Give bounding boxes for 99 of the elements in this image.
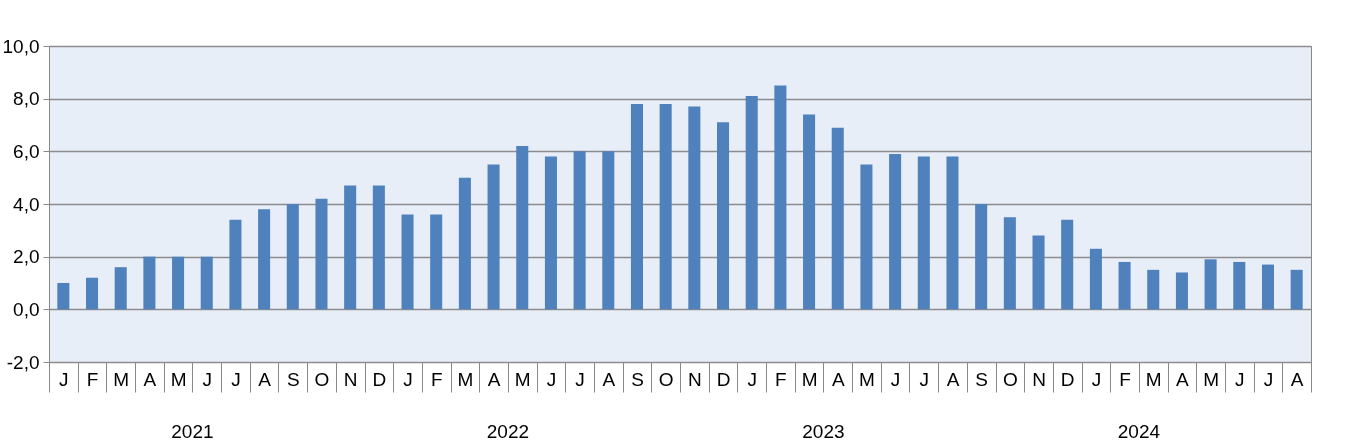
bar (659, 103, 672, 310)
bar (573, 151, 586, 310)
x-tick-label: D (372, 368, 387, 390)
text: 2023 (802, 421, 845, 441)
x-tick-label: S (631, 368, 644, 390)
x-tick-label: M (859, 368, 875, 390)
x-tick-label: M (801, 368, 818, 390)
bar (344, 185, 357, 310)
x-tick-label: A (946, 368, 960, 390)
bar (200, 256, 213, 310)
x-tick-label: M (514, 368, 531, 390)
bar (1290, 269, 1303, 310)
x-tick-label: S (975, 368, 988, 390)
bar (57, 283, 70, 310)
bar (401, 214, 414, 310)
x-tick-label: A (258, 368, 272, 390)
bar (114, 267, 127, 310)
x-tick-label: O (1002, 368, 1018, 390)
x-tick-label: J (919, 368, 930, 390)
x-tick-label: J (546, 368, 557, 390)
x-tick-label: A (831, 368, 845, 390)
bar (889, 153, 902, 310)
bar (630, 103, 643, 310)
bar (975, 204, 988, 310)
bar (315, 198, 328, 310)
bar (688, 106, 701, 310)
bar (803, 114, 816, 310)
x-tick-label: M (1145, 368, 1162, 390)
bar (1003, 217, 1016, 310)
bar (1175, 272, 1188, 310)
bar (917, 156, 930, 310)
bar (458, 177, 471, 310)
x-tick-label: J (59, 368, 69, 390)
x-tick-label: M (170, 368, 187, 390)
bar (1204, 259, 1217, 310)
x-tick-label: J (231, 368, 241, 390)
x-tick-label: S (286, 368, 300, 390)
bar (745, 96, 758, 310)
text: 2024 (1117, 421, 1161, 441)
x-tick-label: F (775, 368, 787, 390)
x-tick-label: J (1263, 368, 1274, 390)
x-tick-label: A (602, 368, 616, 390)
x-tick-label: M (113, 368, 130, 390)
x-tick-label: N (1032, 368, 1046, 390)
bar (602, 151, 615, 310)
x-tick-label: J (202, 368, 212, 390)
bar (172, 256, 185, 310)
x-tick-label: D (1060, 368, 1075, 390)
bar (1089, 248, 1102, 310)
bar (544, 156, 557, 310)
bar (717, 122, 730, 310)
x-tick-label: D (716, 368, 731, 390)
x-tick-label: N (687, 368, 702, 390)
bar (1118, 261, 1131, 310)
y-tick-label: 6,0 (13, 140, 40, 162)
bar (774, 85, 787, 310)
y-tick-label: 2,0 (13, 246, 40, 268)
bar (487, 164, 500, 310)
y-tick-label: 8,0 (13, 88, 40, 110)
x-tick-label: J (890, 368, 901, 390)
bar (1261, 264, 1274, 310)
x-tick-label: F (86, 368, 99, 390)
bar (372, 185, 385, 310)
x-tick-label: O (314, 368, 330, 390)
y-tick-label: -2,0 (6, 351, 40, 373)
x-tick-label: F (1119, 368, 1131, 390)
x-tick-label: J (403, 368, 413, 390)
x-tick-label: O (658, 368, 674, 390)
bar (1032, 235, 1045, 310)
x-tick-label: F (430, 368, 443, 390)
x-tick-label: A (487, 368, 501, 390)
x-tick-label: A (143, 368, 157, 390)
text: 2022 (486, 421, 530, 441)
bar (143, 256, 156, 310)
x-tick-label: M (457, 368, 474, 390)
bar (1147, 269, 1160, 310)
x-tick-label: M (1203, 368, 1220, 390)
x-tick-label: J (1091, 368, 1102, 390)
bar (286, 204, 299, 310)
x-tick-label: N (343, 368, 358, 390)
bar (946, 156, 959, 310)
x-tick-label: J (1235, 368, 1245, 390)
bar (86, 277, 99, 310)
bar (831, 127, 844, 310)
x-tick-label: J (747, 368, 757, 390)
bar (1061, 219, 1074, 310)
bar (860, 164, 873, 310)
bar (229, 219, 242, 310)
bar (516, 146, 529, 310)
y-tick-label: 4,0 (13, 193, 40, 215)
y-tick-label: 0,0 (13, 298, 40, 320)
y-tick-label: 10,0 (2, 35, 40, 57)
x-tick-label: J (575, 368, 585, 390)
bar (1233, 261, 1246, 310)
x-tick-label: A (1176, 368, 1190, 390)
x-tick-label: A (1290, 368, 1304, 390)
bar (430, 214, 443, 310)
text: 2021 (171, 421, 214, 441)
bar (258, 209, 271, 310)
